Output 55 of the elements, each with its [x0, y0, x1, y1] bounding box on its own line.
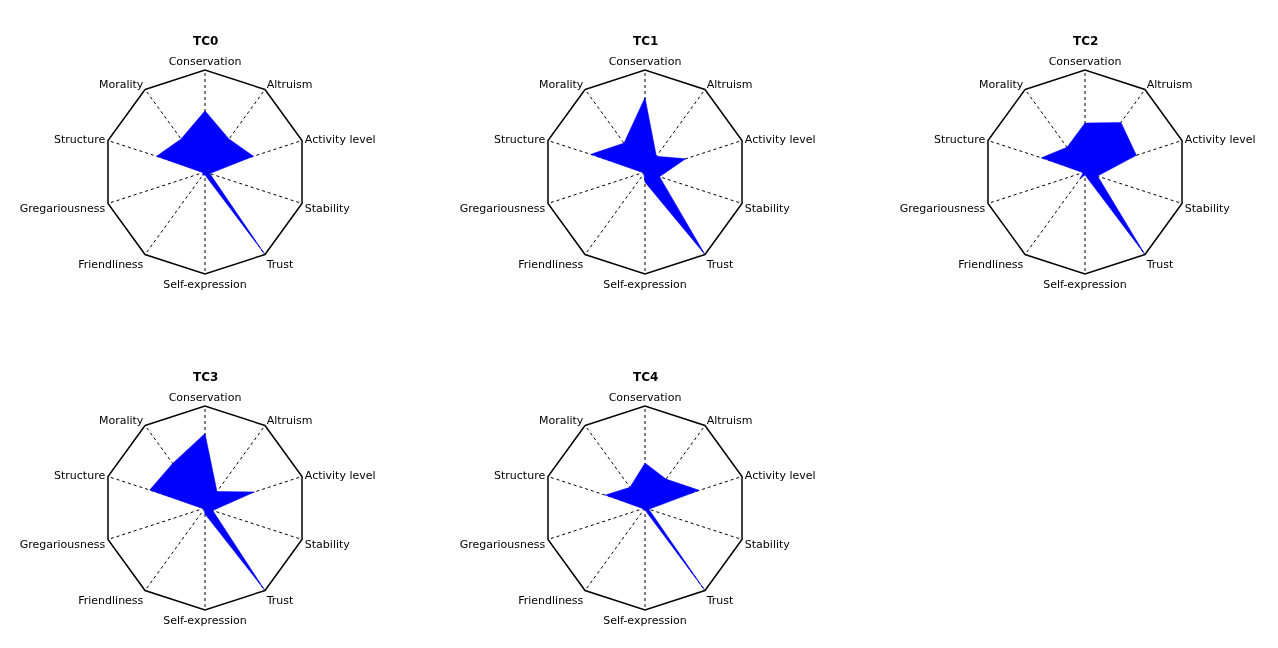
spoke-label: Friendliness	[78, 594, 144, 608]
spoke-label: Friendliness	[518, 594, 584, 608]
spoke-label: Morality	[98, 413, 144, 427]
spoke-label: Structure	[54, 132, 106, 146]
spoke-label: Self-expression	[163, 613, 247, 627]
spoke-label: Morality	[538, 413, 584, 427]
spoke-label: Conservation	[168, 390, 242, 404]
spoke-label: Activity level	[304, 468, 376, 482]
spoke-label: Self-expression	[163, 277, 247, 291]
spoke-label: Altruism	[266, 77, 313, 91]
spoke-label: Trust	[705, 258, 735, 272]
spoke-label: Morality	[98, 77, 144, 91]
spoke-label: Structure	[934, 132, 986, 146]
chart-title: TC2	[1073, 34, 1099, 48]
spoke-label: Stability	[304, 537, 351, 551]
spoke-label: Structure	[494, 468, 546, 482]
spoke-label: Morality	[538, 77, 584, 91]
spoke-label: Trust	[265, 594, 295, 608]
spoke-label: Altruism	[706, 77, 753, 91]
spoke-label: Conservation	[168, 54, 242, 68]
spoke-label: Friendliness	[518, 258, 584, 272]
spoke-label: Activity level	[1184, 132, 1256, 146]
spoke-label: Conservation	[608, 390, 682, 404]
spoke-label: Trust	[705, 594, 735, 608]
spoke-label: Structure	[494, 132, 546, 146]
spoke-label: Altruism	[706, 413, 753, 427]
chart-title: TC3	[193, 370, 219, 384]
spoke-label: Altruism	[266, 413, 313, 427]
chart-title: TC4	[633, 370, 659, 384]
spoke-label: Friendliness	[958, 258, 1024, 272]
spoke-label: Self-expression	[1043, 277, 1127, 291]
spoke-label: Trust	[265, 258, 295, 272]
spoke-label: Gregariousness	[899, 201, 986, 215]
spoke-label: Altruism	[1146, 77, 1193, 91]
spoke-label: Activity level	[744, 132, 816, 146]
spoke-label: Gregariousness	[459, 537, 546, 551]
spoke-label: Gregariousness	[459, 201, 546, 215]
spoke-label: Stability	[1184, 201, 1231, 215]
spoke-label: Gregariousness	[19, 537, 106, 551]
spoke-label: Conservation	[1048, 54, 1122, 68]
spoke-label: Stability	[304, 201, 351, 215]
spoke-label: Trust	[1145, 258, 1175, 272]
spoke-label: Structure	[54, 468, 106, 482]
spoke-label: Self-expression	[603, 613, 687, 627]
spoke-label: Activity level	[744, 468, 816, 482]
spoke-label: Gregariousness	[19, 201, 106, 215]
spoke-label: Self-expression	[603, 277, 687, 291]
chart-title: TC1	[633, 34, 659, 48]
spoke-label: Stability	[744, 201, 791, 215]
spoke-label: Friendliness	[78, 258, 144, 272]
chart-title: TC0	[193, 34, 219, 48]
spoke-label: Morality	[978, 77, 1024, 91]
spoke-label: Stability	[744, 537, 791, 551]
spoke-label: Conservation	[608, 54, 682, 68]
spoke-label: Activity level	[304, 132, 376, 146]
